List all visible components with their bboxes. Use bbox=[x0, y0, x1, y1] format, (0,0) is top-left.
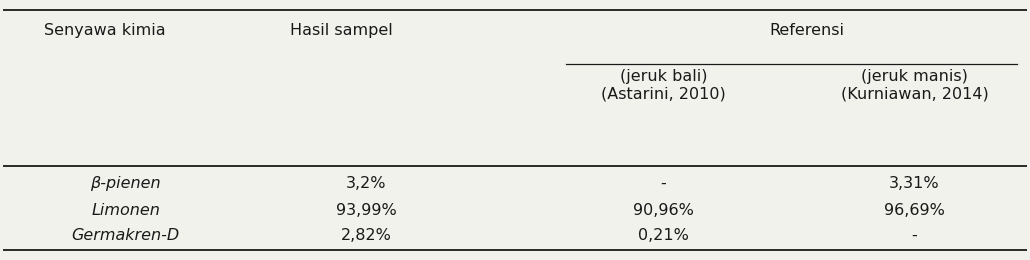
Text: Germakren-D: Germakren-D bbox=[72, 228, 180, 243]
Text: (jeruk manis)
(Kurniawan, 2014): (jeruk manis) (Kurniawan, 2014) bbox=[840, 69, 989, 101]
Text: 2,82%: 2,82% bbox=[341, 228, 391, 243]
Text: 3,2%: 3,2% bbox=[346, 176, 386, 191]
Text: -: - bbox=[912, 228, 918, 243]
Text: Senyawa kimia: Senyawa kimia bbox=[43, 23, 166, 38]
Text: -: - bbox=[660, 176, 666, 191]
Text: (jeruk bali)
(Astarini, 2010): (jeruk bali) (Astarini, 2010) bbox=[602, 69, 726, 101]
Text: 0,21%: 0,21% bbox=[639, 228, 689, 243]
Text: β-pienen: β-pienen bbox=[91, 176, 161, 191]
Text: 93,99%: 93,99% bbox=[336, 203, 397, 218]
Text: 90,96%: 90,96% bbox=[633, 203, 694, 218]
Text: 96,69%: 96,69% bbox=[884, 203, 945, 218]
Text: Referensi: Referensi bbox=[769, 23, 845, 38]
Text: Limonen: Limonen bbox=[92, 203, 160, 218]
Text: 3,31%: 3,31% bbox=[889, 176, 939, 191]
Text: Hasil sampel: Hasil sampel bbox=[289, 23, 392, 38]
